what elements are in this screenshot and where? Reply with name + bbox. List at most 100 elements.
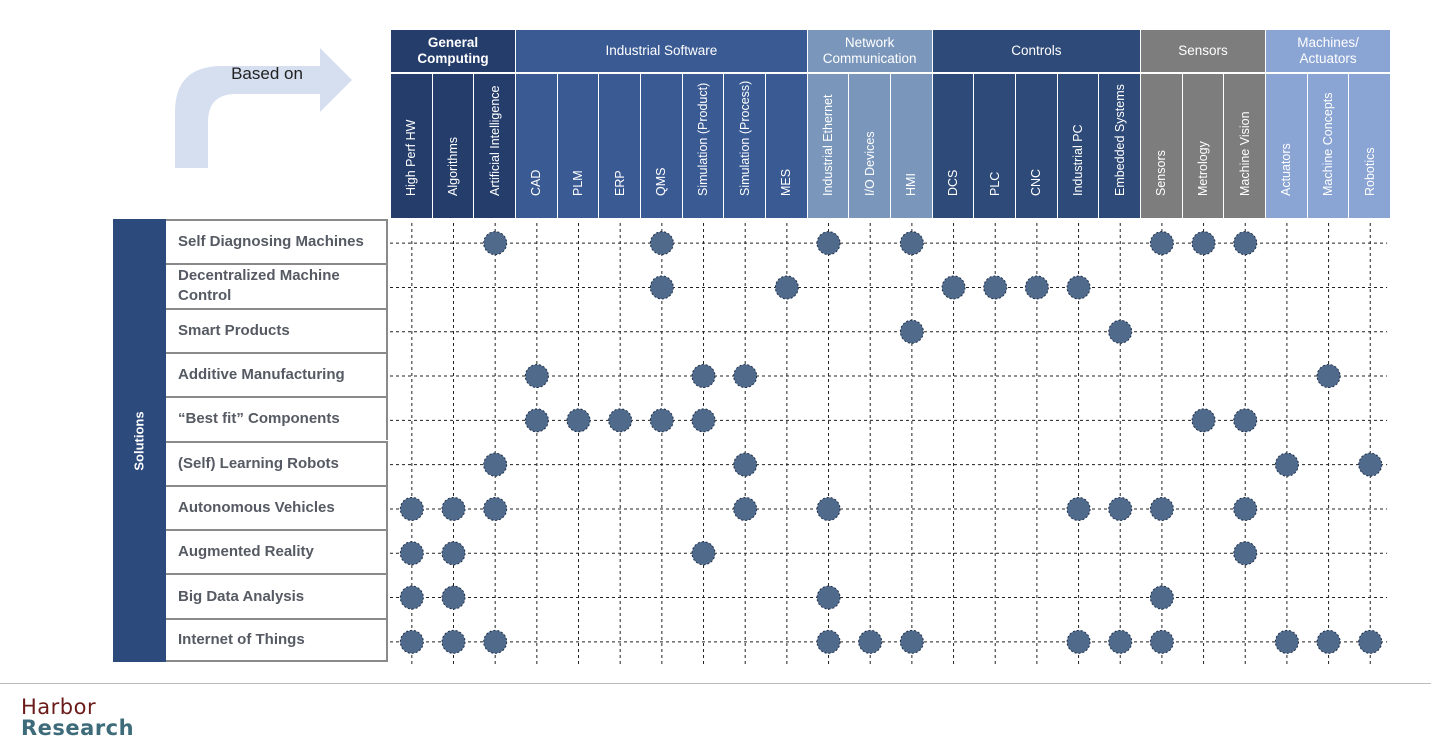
column-header-cell: Actuators bbox=[1266, 74, 1308, 218]
matrix-dot bbox=[1149, 231, 1174, 256]
row-label: Big Data Analysis bbox=[166, 573, 388, 618]
column-header-cell: I/O Devices bbox=[849, 74, 892, 218]
matrix-dot bbox=[1149, 629, 1174, 654]
group-header: Controls bbox=[932, 30, 1142, 72]
matrix-dot bbox=[1233, 231, 1258, 256]
matrix-dot bbox=[566, 408, 591, 433]
group-header: Industrial Software bbox=[516, 30, 808, 72]
column-header-cell: ERP bbox=[599, 74, 641, 218]
column-header-cell: Industrial Ethernet bbox=[807, 74, 850, 218]
matrix-grid bbox=[390, 223, 1388, 666]
column-header-cell: Simulation (Product) bbox=[682, 74, 725, 218]
matrix-dot bbox=[1233, 496, 1258, 521]
column-header-cell: MES bbox=[766, 74, 808, 218]
column-header-cell: QMS bbox=[641, 74, 683, 218]
matrix-dot bbox=[899, 629, 924, 654]
column-header-cell: Artificial Intelligence bbox=[474, 74, 516, 218]
matrix-dot bbox=[816, 231, 841, 256]
matrix-dot bbox=[1066, 629, 1091, 654]
matrix-dot bbox=[524, 364, 549, 389]
row-label: Augmented Reality bbox=[166, 529, 388, 574]
matrix-dot bbox=[941, 275, 966, 300]
matrix-dot bbox=[1149, 496, 1174, 521]
footer-divider bbox=[0, 683, 1431, 684]
column-header-cell: CAD bbox=[516, 74, 558, 218]
matrix-dot bbox=[816, 629, 841, 654]
matrix-dot bbox=[524, 408, 549, 433]
column-header-cell: Simulation (Process) bbox=[724, 74, 767, 218]
matrix-dot bbox=[733, 496, 758, 521]
matrix-dot bbox=[649, 408, 674, 433]
group-header: Machines/ Actuators bbox=[1266, 30, 1392, 72]
matrix-dot bbox=[1149, 585, 1174, 610]
matrix-dot bbox=[1066, 496, 1091, 521]
based-on-label: Based on bbox=[231, 64, 303, 83]
matrix-dot bbox=[899, 319, 924, 344]
row-label: Self Diagnosing Machines bbox=[166, 219, 388, 264]
group-header: Network Communication bbox=[807, 30, 933, 72]
matrix-dot bbox=[1191, 231, 1216, 256]
row-label: Decentralized Machine Control bbox=[166, 263, 388, 308]
column-header-cell: Machine Concepts bbox=[1307, 74, 1350, 218]
column-header-cell: Robotics bbox=[1349, 74, 1392, 218]
column-header-cell: DCS bbox=[932, 74, 975, 218]
matrix-dot bbox=[1274, 452, 1299, 477]
column-header-cell: PLM bbox=[557, 74, 600, 218]
matrix-dot bbox=[1358, 452, 1383, 477]
row-label: (Self) Learning Robots bbox=[166, 440, 388, 485]
row-label: Internet of Things bbox=[166, 617, 388, 662]
matrix-dot bbox=[441, 496, 466, 521]
matrix-dot bbox=[1233, 541, 1258, 566]
matrix-dot bbox=[1358, 629, 1383, 654]
matrix-dot bbox=[483, 452, 508, 477]
matrix-dot bbox=[483, 496, 508, 521]
logo-line-2: Research bbox=[21, 716, 135, 740]
column-header-cell: Machine Vision bbox=[1224, 74, 1267, 218]
matrix-dot bbox=[483, 629, 508, 654]
matrix-dot bbox=[1108, 496, 1133, 521]
matrix-dot bbox=[441, 541, 466, 566]
column-header-cell: Embedded Systems bbox=[1099, 74, 1142, 218]
matrix-dot bbox=[399, 541, 424, 566]
harbor-research-logo: Harbor Research bbox=[21, 697, 134, 739]
matrix-dot bbox=[733, 452, 758, 477]
matrix-dot bbox=[1191, 408, 1216, 433]
matrix-dot bbox=[691, 364, 716, 389]
column-header-cell: Metrology bbox=[1182, 74, 1225, 218]
row-label: Autonomous Vehicles bbox=[166, 484, 388, 530]
matrix-dot bbox=[608, 408, 633, 433]
column-header-cell: Sensors bbox=[1141, 74, 1183, 218]
matrix-dot bbox=[441, 629, 466, 654]
matrix-dot bbox=[691, 541, 716, 566]
matrix-dot bbox=[441, 585, 466, 610]
matrix-dot bbox=[899, 231, 924, 256]
column-header-cell: Industrial PC bbox=[1057, 74, 1100, 218]
matrix-dot bbox=[1108, 319, 1133, 344]
matrix-dot bbox=[733, 364, 758, 389]
column-header-cell: CNC bbox=[1016, 74, 1058, 218]
matrix-dot bbox=[983, 275, 1008, 300]
matrix-dot bbox=[1024, 275, 1049, 300]
column-header-cell: HMI bbox=[891, 74, 933, 218]
row-label: “Best fit” Components bbox=[166, 396, 388, 441]
matrix-dot bbox=[816, 585, 841, 610]
matrix-dot bbox=[1316, 364, 1341, 389]
matrix-dot bbox=[816, 496, 841, 521]
column-header-cell: High Perf HW bbox=[391, 74, 433, 218]
matrix-dot bbox=[1274, 629, 1299, 654]
column-header-cell: PLC bbox=[974, 74, 1017, 218]
column-header-cell: Algorithms bbox=[432, 74, 475, 218]
matrix-dot bbox=[483, 231, 508, 256]
matrix-dot bbox=[1108, 629, 1133, 654]
matrix-dot bbox=[1233, 408, 1258, 433]
group-header: General Computing bbox=[391, 30, 516, 72]
based-on-arrow bbox=[175, 48, 352, 168]
logo-line-1: Harbor bbox=[21, 695, 97, 719]
matrix-dot bbox=[399, 585, 424, 610]
matrix-dot bbox=[774, 275, 799, 300]
matrix-dot bbox=[649, 231, 674, 256]
matrix-dot bbox=[399, 496, 424, 521]
matrix-dot bbox=[691, 408, 716, 433]
matrix-dot bbox=[1316, 629, 1341, 654]
matrix-dot bbox=[649, 275, 674, 300]
